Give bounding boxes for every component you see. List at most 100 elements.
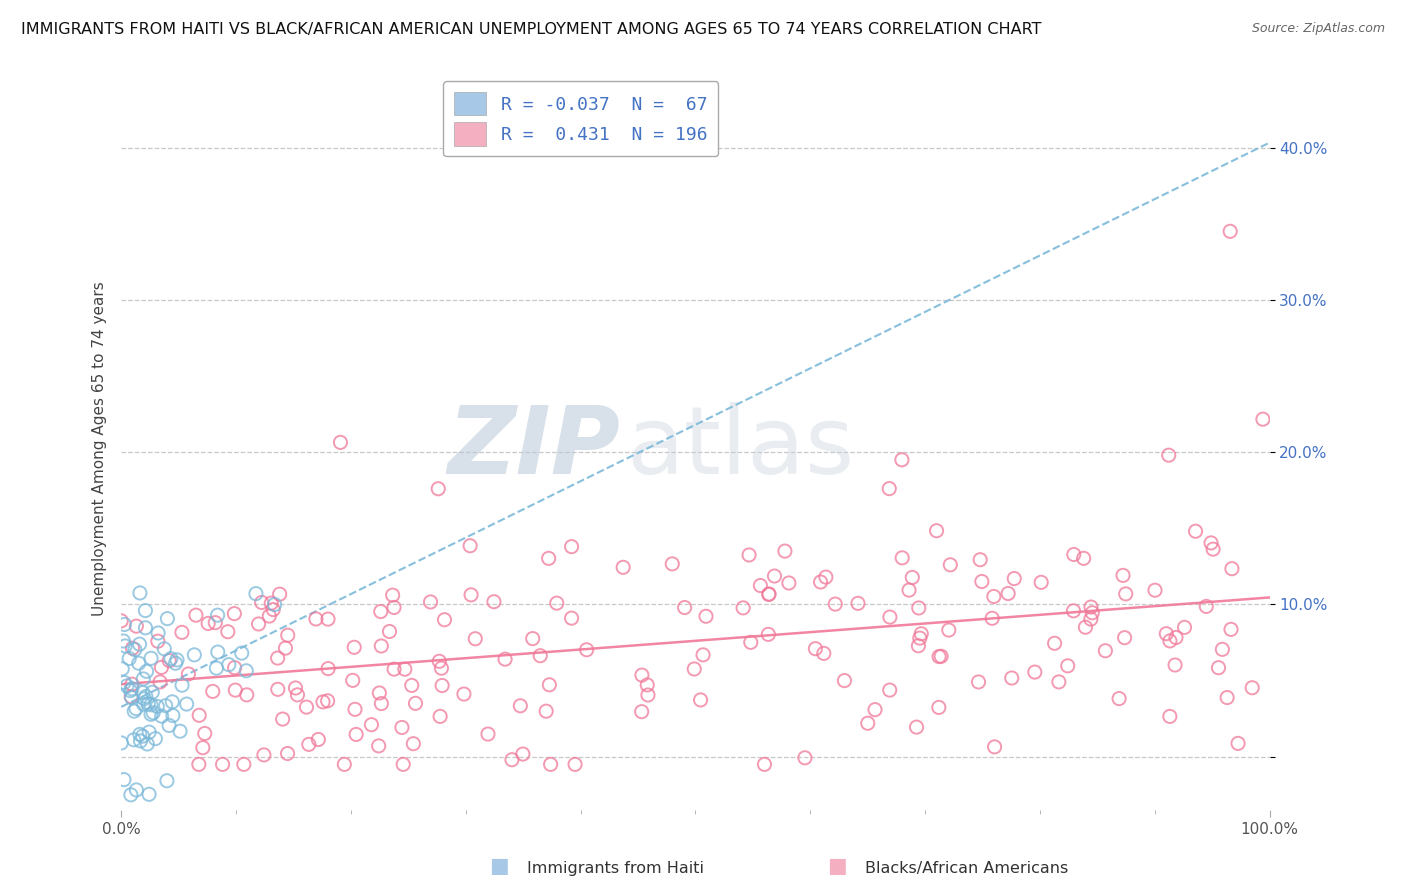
Point <box>692 648 714 662</box>
Point <box>235 664 257 678</box>
Point <box>231 646 253 660</box>
Point <box>494 652 516 666</box>
Point <box>907 601 929 615</box>
Point <box>427 654 450 668</box>
Point <box>501 753 523 767</box>
Point <box>224 683 246 698</box>
Point <box>170 625 193 640</box>
Point <box>754 757 776 772</box>
Point <box>146 634 169 648</box>
Point <box>1220 623 1243 637</box>
Point <box>134 621 156 635</box>
Point <box>925 524 948 538</box>
Point <box>695 609 717 624</box>
Point <box>537 551 560 566</box>
Point <box>316 694 339 708</box>
Point <box>150 660 173 674</box>
Point <box>122 704 145 718</box>
Point <box>136 737 159 751</box>
Point <box>929 649 952 664</box>
Point <box>253 747 276 762</box>
Point <box>298 738 321 752</box>
Point <box>271 712 294 726</box>
Point <box>150 709 173 723</box>
Point <box>125 619 148 633</box>
Point <box>160 651 183 665</box>
Point <box>121 641 143 656</box>
Point <box>370 605 392 619</box>
Point <box>183 648 205 662</box>
Point <box>1219 224 1241 238</box>
Point <box>205 661 228 675</box>
Point <box>1199 536 1222 550</box>
Point <box>1195 599 1218 614</box>
Point <box>370 697 392 711</box>
Point <box>749 578 772 592</box>
Point <box>430 679 453 693</box>
Point <box>564 757 586 772</box>
Point <box>740 635 762 649</box>
Point <box>145 731 167 746</box>
Point <box>877 482 900 496</box>
Point <box>110 614 132 628</box>
Point <box>433 613 456 627</box>
Point <box>1002 572 1025 586</box>
Point <box>112 617 135 632</box>
Point <box>856 716 879 731</box>
Point <box>118 651 141 665</box>
Point <box>277 747 299 761</box>
Point <box>1156 626 1178 640</box>
Point <box>458 539 481 553</box>
Point <box>522 632 544 646</box>
Point <box>1164 658 1187 673</box>
Point <box>111 662 134 676</box>
Point <box>266 651 288 665</box>
Point <box>534 704 557 718</box>
Point <box>928 700 950 714</box>
Point <box>129 586 152 600</box>
Point <box>307 732 329 747</box>
Point <box>368 686 391 700</box>
Point <box>162 695 184 709</box>
Point <box>132 672 155 686</box>
Point <box>1173 620 1195 634</box>
Point <box>156 612 179 626</box>
Point <box>636 678 658 692</box>
Point <box>146 626 169 640</box>
Point <box>689 693 711 707</box>
Point <box>250 595 273 609</box>
Point <box>128 727 150 741</box>
Point <box>382 662 405 676</box>
Point <box>763 569 786 583</box>
Point <box>305 612 328 626</box>
Point <box>630 705 652 719</box>
Point <box>112 634 135 648</box>
Point <box>132 685 155 699</box>
Point <box>194 726 217 740</box>
Point <box>907 639 929 653</box>
Point <box>637 688 659 702</box>
Point <box>910 627 932 641</box>
Point <box>683 662 706 676</box>
Point <box>908 631 931 645</box>
Point <box>184 608 207 623</box>
Point <box>360 717 382 731</box>
Point <box>316 662 339 676</box>
Point <box>453 687 475 701</box>
Point <box>538 678 561 692</box>
Point <box>509 698 531 713</box>
Point <box>277 628 299 642</box>
Point <box>939 558 962 572</box>
Point <box>1074 620 1097 634</box>
Point <box>204 615 226 630</box>
Point <box>392 757 415 772</box>
Point <box>218 657 240 672</box>
Point <box>312 695 335 709</box>
Point <box>1159 633 1181 648</box>
Point <box>166 653 188 667</box>
Point <box>343 702 366 716</box>
Point <box>482 595 505 609</box>
Point <box>1063 548 1085 562</box>
Point <box>342 673 364 688</box>
Point <box>115 679 138 693</box>
